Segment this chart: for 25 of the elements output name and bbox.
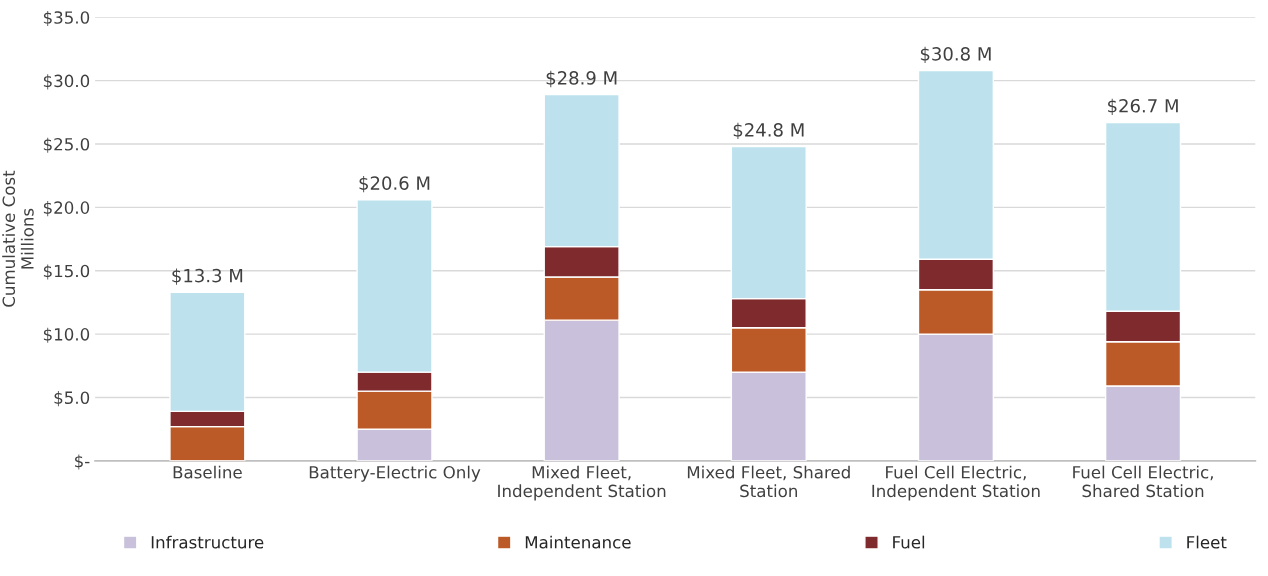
y-tick-label: $5.0 xyxy=(54,391,90,407)
total-label: $30.8 M xyxy=(920,46,991,64)
x-tick-label: Baseline xyxy=(173,465,242,479)
legend-label: Fuel xyxy=(893,535,925,549)
y-tick-label: $15.0 xyxy=(43,264,90,280)
y-tick-label: $25.0 xyxy=(43,137,90,153)
total-label: $24.8 M xyxy=(733,122,804,140)
total-label: $26.7 M xyxy=(1108,98,1178,116)
x-tick-label: Fuel Cell Electric, Shared Station xyxy=(1073,465,1213,498)
x-tick-label: Fuel Cell Electric, Independent Station xyxy=(872,465,1040,501)
total-label: $20.6 M xyxy=(359,175,430,193)
y-tick-label: $35.0 xyxy=(43,10,90,27)
x-tick-label: Mixed Fleet, Shared Station xyxy=(687,465,850,498)
y-tick-label: $- xyxy=(75,454,90,470)
legend-label: Infrastructure xyxy=(151,535,264,549)
y-tick-label: $30.0 xyxy=(43,74,90,90)
y-axis-title: Cumulative Cost Millions xyxy=(2,170,34,307)
y-tick-label: $10.0 xyxy=(43,327,90,343)
legend-label: Maintenance xyxy=(525,535,631,549)
total-label: $13.3 M xyxy=(172,268,243,285)
x-tick-label: Mixed Fleet, Independent Station xyxy=(498,465,666,501)
total-label: $28.9 M xyxy=(546,70,617,88)
y-tick-label: $20.0 xyxy=(43,201,90,217)
x-tick-label: Battery-Electric Only xyxy=(309,465,481,482)
legend-label: Fleet xyxy=(1187,535,1227,549)
